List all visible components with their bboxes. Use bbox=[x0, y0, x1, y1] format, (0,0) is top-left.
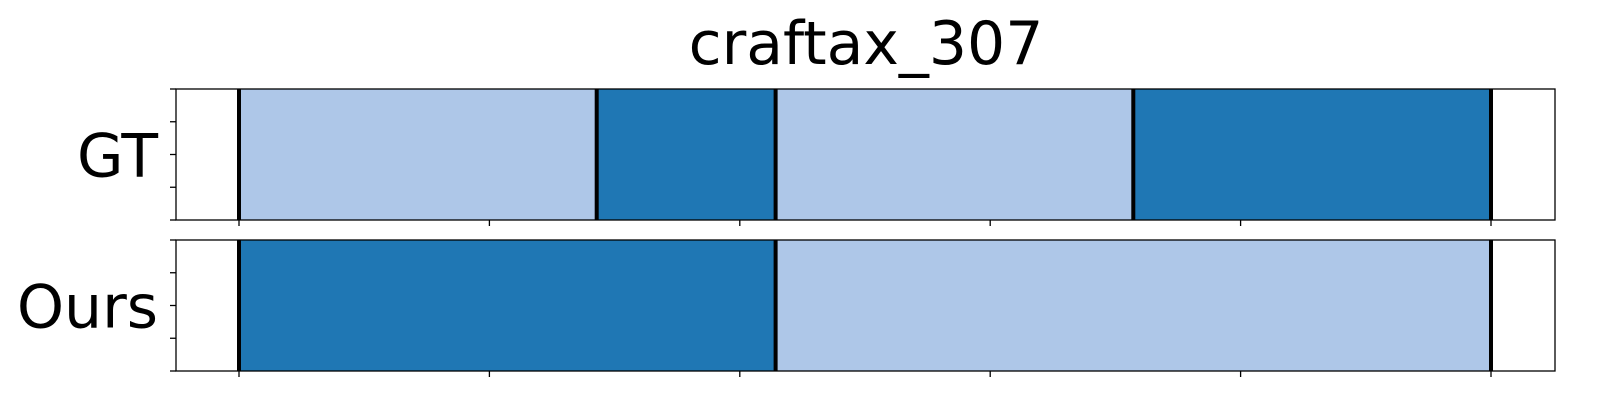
segment-gt-3 bbox=[775, 89, 1134, 220]
segment-gt-4 bbox=[1133, 89, 1491, 220]
row-label-gt: GT bbox=[77, 122, 158, 192]
row-label-ours: Ours bbox=[17, 273, 158, 343]
panels: GT Ours bbox=[17, 88, 1556, 377]
segment-ours-2 bbox=[775, 240, 1491, 371]
segment-gt-1 bbox=[239, 89, 597, 220]
segment-ours-1 bbox=[239, 240, 776, 371]
segment-gt-2 bbox=[596, 89, 776, 220]
panel-ours: Ours bbox=[17, 239, 1556, 377]
chart-title: craftax_307 bbox=[689, 9, 1044, 79]
panel-gt: GT bbox=[77, 88, 1556, 226]
